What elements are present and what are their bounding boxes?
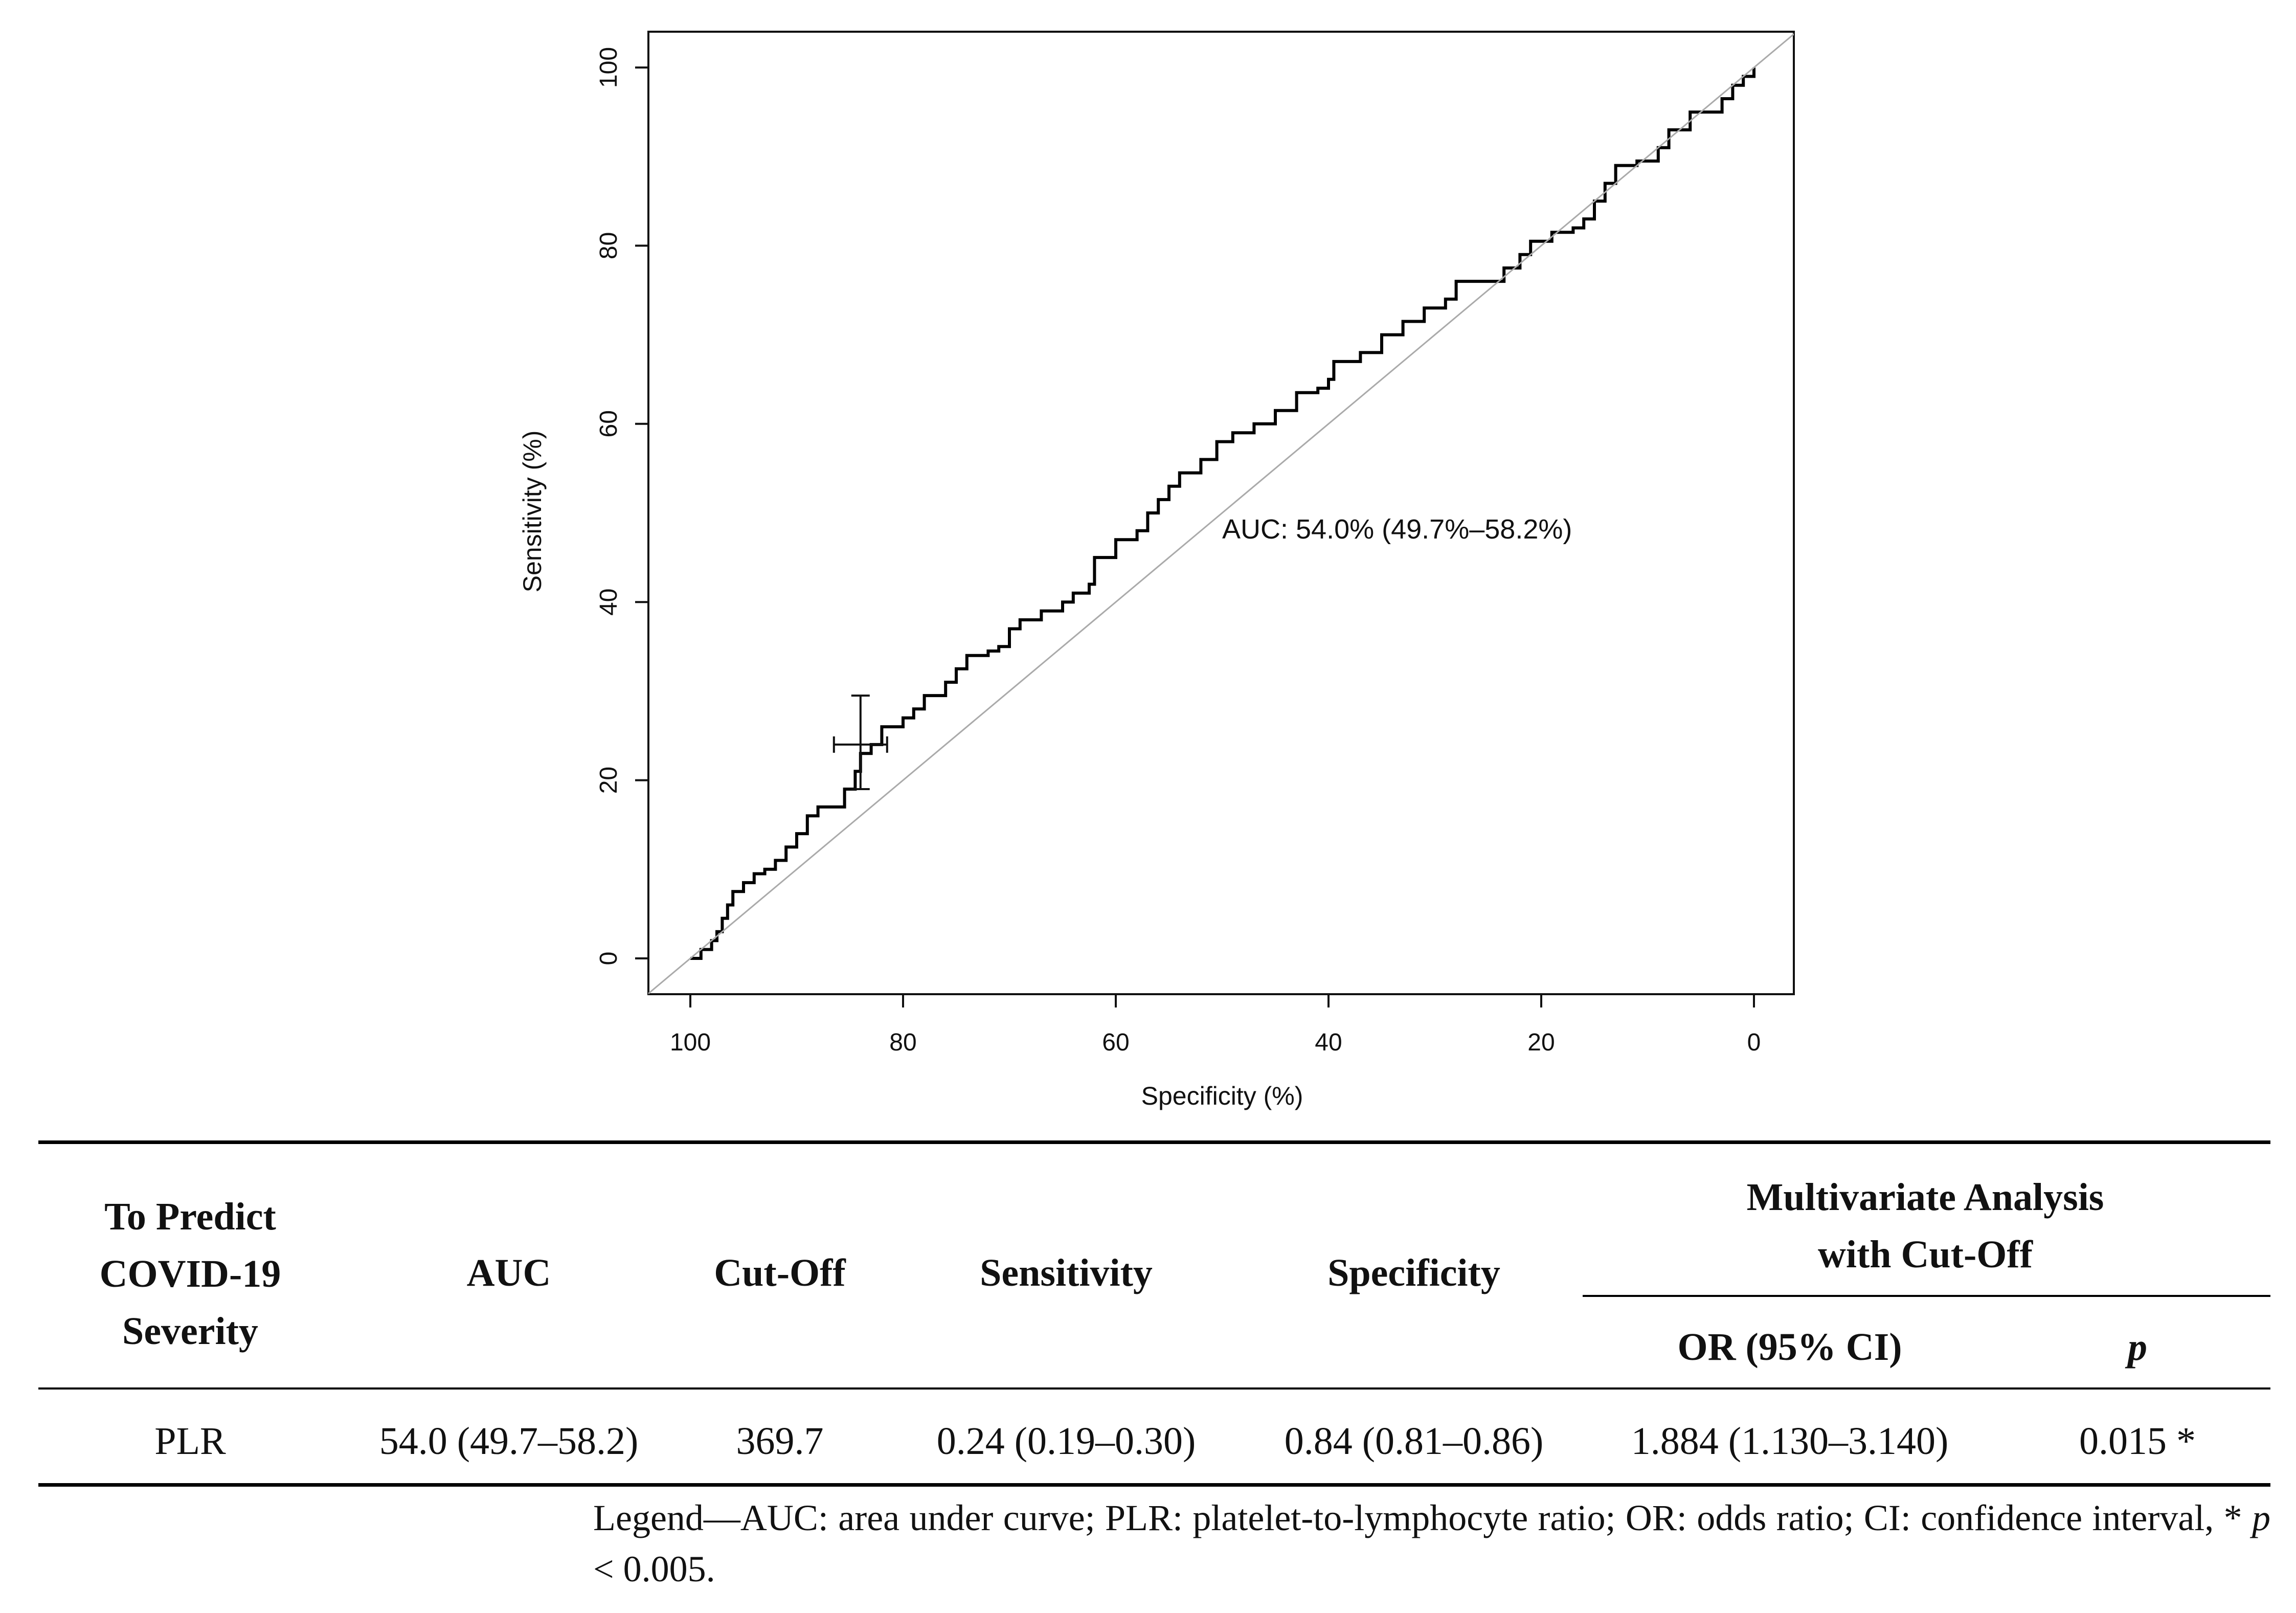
roc-curve-line xyxy=(690,68,1755,960)
header-cutoff: Cut-Off xyxy=(714,1251,846,1294)
x-tick-label-0: 0 xyxy=(1747,1029,1761,1056)
header-multivariate: Multivariate Analysis with Cut-Off xyxy=(1746,1176,2104,1276)
x-tick-label-20: 20 xyxy=(1527,1029,1555,1056)
x-tick-label-60: 60 xyxy=(1102,1029,1129,1056)
table-bottom-rule xyxy=(38,1483,2270,1487)
header-specificity: Specificity xyxy=(1327,1251,1500,1294)
table-legend: Legend—AUC: area under curve; PLR: plate… xyxy=(593,1492,2270,1595)
header-to-predict: To Predict COVID-19 Severity xyxy=(99,1195,281,1353)
reference-diagonal-line xyxy=(648,33,1794,994)
table-top-rule xyxy=(38,1140,2270,1144)
x-tick-label-100: 100 xyxy=(670,1029,711,1056)
row-plr-p: 0.015 * xyxy=(2079,1420,2196,1463)
header-auc: AUC xyxy=(466,1251,551,1294)
plot-frame xyxy=(647,31,1795,995)
y-tick-label-20: 20 xyxy=(595,767,622,794)
legend-p-symbol: p xyxy=(2252,1497,2270,1538)
header-p: p xyxy=(2128,1326,2147,1369)
legend-text: Legend—AUC: area under curve; PLR: plate… xyxy=(593,1497,2252,1538)
roc-chart: 100 80 60 40 20 0 0 20 40 60 80 100 Sensitivity (%)… xyxy=(518,31,1795,1110)
y-tick-label-0: 0 xyxy=(595,952,622,966)
row-plr-sensitivity: 0.24 (0.19–0.30) xyxy=(936,1420,1196,1463)
x-tick-label-40: 40 xyxy=(1315,1029,1342,1056)
table-header-rule xyxy=(38,1387,2270,1390)
row-plr-specificity: 0.84 (0.81–0.86) xyxy=(1284,1420,1544,1463)
y-tick-label-60: 60 xyxy=(595,410,622,437)
y-tick-label-100: 100 xyxy=(595,47,622,88)
x-tick-label-80: 80 xyxy=(889,1029,916,1056)
x-axis-title: Specificity (%) xyxy=(1141,1082,1303,1110)
row-plr-name: PLR xyxy=(154,1420,226,1463)
header-sensitivity: Sensitivity xyxy=(980,1251,1153,1294)
header-or-ci: OR (95% CI) xyxy=(1677,1326,1902,1369)
row-plr-cutoff: 369.7 xyxy=(736,1420,824,1463)
multivariate-subheader-rule xyxy=(1583,1295,2270,1297)
y-tick-label-40: 40 xyxy=(595,589,622,616)
auc-annotation: AUC: 54.0% (49.7%–58.2%) xyxy=(1222,514,1572,545)
row-plr-auc: 54.0 (49.7–58.2) xyxy=(379,1420,639,1463)
legend-threshold: < 0.005. xyxy=(593,1549,715,1589)
row-plr-or-ci: 1.884 (1.130–3.140) xyxy=(1631,1420,1949,1463)
y-tick-label-80: 80 xyxy=(595,232,622,259)
y-axis-title: Sensitivity (%) xyxy=(518,431,547,593)
